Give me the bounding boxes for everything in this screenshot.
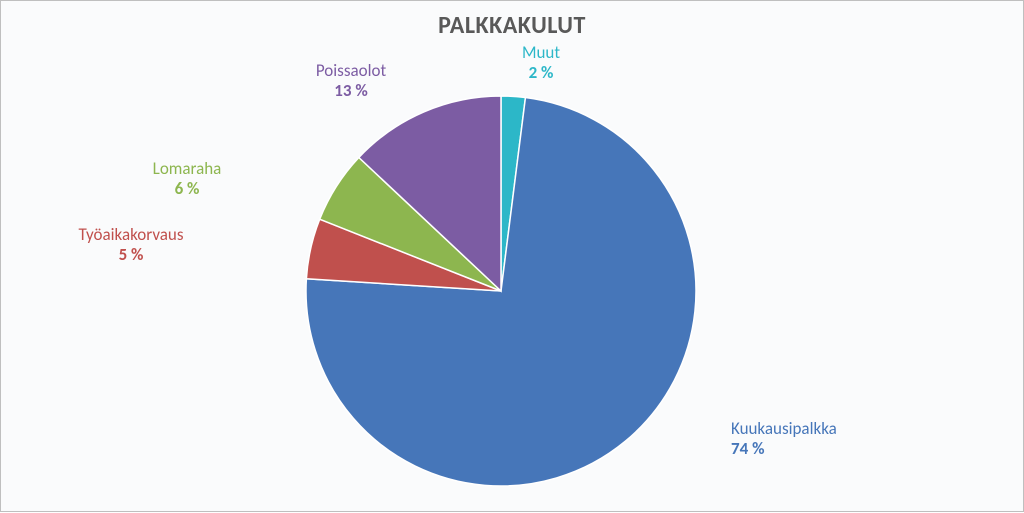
label-muut: Muut 2 % [522,43,560,84]
label-kuukausipalkka: Kuukausipalkka 74 % [731,419,837,460]
chart-container: PALKKAKULUT Muut 2 % Kuukausipalkka 74 %… [0,0,1024,512]
label-lomaraha: Lomaraha 6 % [153,159,222,200]
label-poissaolot-pct: 13 % [316,81,386,101]
label-poissaolot-name: Poissaolot [316,61,386,81]
label-lomaraha-pct: 6 % [153,179,222,199]
label-tyoaikakorvaus-pct: 5 % [79,245,184,265]
label-kuukausipalkka-name: Kuukausipalkka [731,419,837,439]
label-muut-pct: 2 % [522,63,560,83]
label-poissaolot: Poissaolot 13 % [316,61,386,102]
label-tyoaikakorvaus: Työaikakorvaus 5 % [79,225,184,266]
label-lomaraha-name: Lomaraha [153,159,222,179]
label-muut-name: Muut [522,43,560,63]
label-tyoaikakorvaus-name: Työaikakorvaus [79,225,184,245]
label-kuukausipalkka-pct: 74 % [731,439,837,459]
